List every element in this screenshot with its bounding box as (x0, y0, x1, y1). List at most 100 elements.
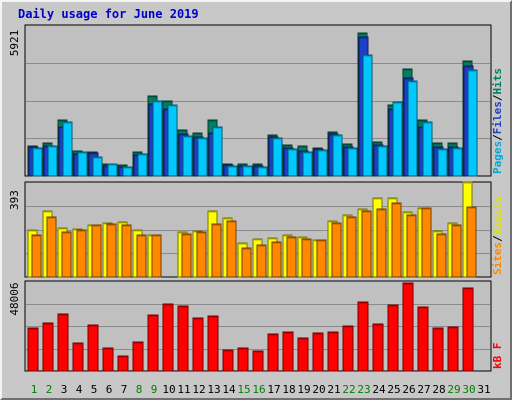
bar-kbytes-day-25 (387, 304, 399, 372)
chart-title: Daily usage for June 2019 (18, 7, 199, 21)
bar-sites-day-22 (346, 216, 357, 278)
bar-hits-day-4 (77, 151, 88, 177)
bar-sites-day-3 (61, 231, 72, 278)
bar-hits-day-22 (347, 147, 358, 177)
bar-sites-day-29 (451, 224, 462, 278)
x-tick-day-17: 17 (267, 383, 280, 396)
bar-kbytes-day-27 (417, 306, 429, 372)
bar-sites-day-23 (361, 210, 372, 278)
bar-hits-day-23 (362, 54, 373, 177)
bar-sites-day-4 (76, 229, 87, 278)
bar-sites-day-19 (301, 238, 312, 278)
bar-sites-day-1 (31, 234, 42, 278)
x-tick-day-23: 23 (357, 383, 370, 396)
x-tick-day-3: 3 (61, 383, 68, 396)
x-tick-day-12: 12 (192, 383, 205, 396)
bar-kbytes-day-13 (207, 315, 219, 372)
panel-3-max-value: 48006 (8, 282, 21, 315)
bar-sites-day-9 (151, 234, 162, 278)
bar-sites-day-24 (376, 208, 387, 278)
bar-kbytes-day-20 (312, 332, 324, 372)
x-tick-day-5: 5 (91, 383, 98, 396)
bar-sites-day-12 (196, 231, 207, 278)
bar-hits-day-29 (452, 147, 463, 177)
bar-kbytes-day-1 (27, 327, 39, 372)
bar-sites-day-15 (241, 247, 252, 278)
bar-hits-day-14 (227, 165, 238, 177)
x-tick-day-11: 11 (177, 383, 190, 396)
axis-label-pages: Pages (491, 141, 504, 174)
bar-hits-day-19 (302, 151, 313, 177)
bar-kbytes-day-3 (57, 313, 69, 372)
bar-sites-day-5 (91, 224, 102, 278)
bar-kbytes-day-15 (237, 347, 249, 372)
x-tick-day-19: 19 (297, 383, 310, 396)
bar-sites-day-25 (391, 202, 402, 278)
bar-kbytes-day-12 (192, 317, 204, 372)
x-tick-day-9: 9 (151, 383, 158, 396)
bar-kbytes-day-4 (72, 342, 84, 372)
bar-sites-day-28 (436, 233, 447, 278)
bar-kbytes-day-22 (342, 325, 354, 372)
x-tick-day-4: 4 (76, 383, 83, 396)
x-tick-day-18: 18 (282, 383, 295, 396)
bar-kbytes-day-2 (42, 322, 54, 372)
x-tick-day-30: 30 (462, 383, 475, 396)
bar-kbytes-day-19 (297, 337, 309, 372)
bar-hits-day-21 (332, 134, 343, 177)
bar-sites-day-16 (256, 244, 267, 278)
bar-hits-day-8 (137, 153, 148, 177)
bar-kbytes-day-30 (462, 287, 474, 372)
x-tick-day-7: 7 (121, 383, 128, 396)
bar-sites-day-20 (316, 239, 327, 278)
bar-sites-day-14 (226, 220, 237, 278)
panel-1-max-value: 5921 (8, 30, 21, 57)
bar-kbytes-day-26 (402, 282, 414, 372)
bar-kbytes-day-11 (177, 305, 189, 372)
bar-sites-day-21 (331, 222, 342, 278)
bar-kbytes-day-8 (132, 341, 144, 372)
bar-hits-day-11 (182, 135, 193, 177)
bar-sites-day-17 (271, 241, 282, 278)
bar-sites-day-8 (136, 234, 147, 278)
bar-hits-day-1 (32, 147, 43, 177)
panel-2-max-value: 393 (8, 190, 21, 210)
bar-sites-day-7 (121, 224, 132, 278)
bar-hits-day-9 (152, 100, 163, 177)
panel-2-axis-label: Sites/Visits (491, 196, 504, 276)
x-tick-day-10: 10 (162, 383, 175, 396)
bar-kbytes-day-28 (432, 327, 444, 372)
bar-kbytes-day-24 (372, 323, 384, 372)
bar-kbytes-day-5 (87, 324, 99, 372)
axis-label-separator: / (491, 235, 504, 242)
x-tick-day-8: 8 (136, 383, 143, 396)
x-tick-day-29: 29 (447, 383, 460, 396)
x-tick-day-20: 20 (312, 383, 325, 396)
bar-hits-day-27 (422, 121, 433, 177)
bar-hits-day-7 (122, 166, 133, 177)
x-tick-day-6: 6 (106, 383, 113, 396)
x-tick-day-13: 13 (207, 383, 220, 396)
x-tick-day-28: 28 (432, 383, 445, 396)
bar-kbytes-day-17 (267, 333, 279, 372)
bar-kbytes-day-29 (447, 326, 459, 372)
bar-hits-day-20 (317, 149, 328, 177)
bar-hits-day-24 (377, 145, 388, 177)
bar-sites-day-30 (466, 206, 477, 278)
x-tick-day-16: 16 (252, 383, 265, 396)
bar-kbytes-day-23 (357, 301, 369, 372)
bar-hits-day-16 (257, 166, 268, 177)
x-tick-day-31: 31 (477, 383, 490, 396)
bar-hits-day-25 (392, 101, 403, 177)
bar-sites-day-11 (181, 233, 192, 278)
bar-sites-day-27 (421, 207, 432, 278)
x-tick-day-27: 27 (417, 383, 430, 396)
x-tick-day-15: 15 (237, 383, 250, 396)
x-tick-day-22: 22 (342, 383, 355, 396)
x-tick-day-1: 1 (31, 383, 38, 396)
axis-label-visits: Visits (491, 196, 504, 236)
axis-label-sites: Sites (491, 242, 504, 275)
bar-sites-day-26 (406, 214, 417, 278)
x-tick-day-25: 25 (387, 383, 400, 396)
